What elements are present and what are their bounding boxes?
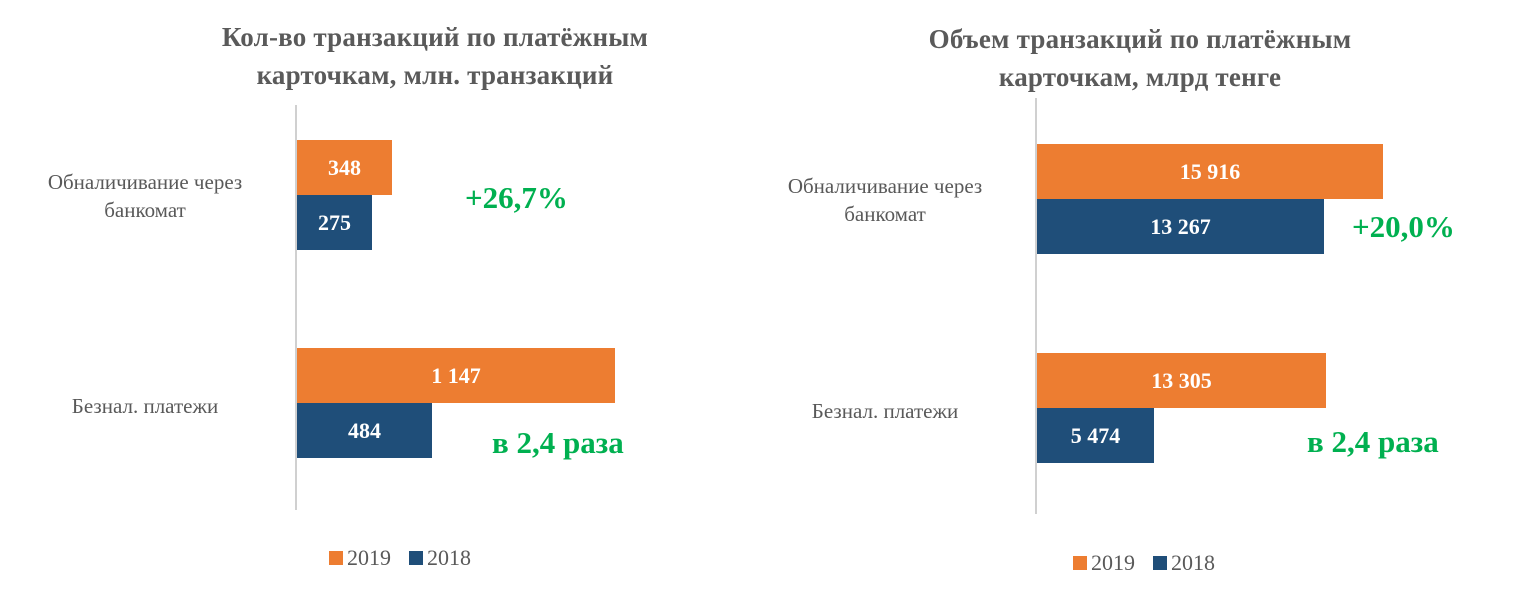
bar-2019-atm: 348 <box>297 140 392 195</box>
category-label-line: банкомат <box>844 202 926 226</box>
growth-annotation-cashless: в 2,4 раза <box>492 425 624 460</box>
bar-2018-cashless: 5 474 <box>1037 408 1154 463</box>
legend-label-2019: 2019 <box>347 545 391 570</box>
bar-2018-atm: 275 <box>297 195 372 250</box>
category-label-line: Обналичивание через <box>47 170 243 194</box>
growth-annotation-atm: +26,7% <box>465 180 568 215</box>
category-axis <box>1035 98 1037 514</box>
bar-2018-atm: 13 267 <box>1037 199 1324 254</box>
chart-title: Кол-во транзакций по платёжным карточкам… <box>150 18 720 94</box>
chart-transaction-volume: Объем транзакций по платёжным карточкам,… <box>740 0 1515 604</box>
bar-value: 5 474 <box>1070 422 1121 448</box>
chart-transaction-count: Кол-во транзакций по платёжным карточкам… <box>0 0 740 604</box>
bar-value: 484 <box>348 417 381 443</box>
title-line-2: карточкам, млрд тенге <box>998 62 1282 92</box>
growth-annotation-cashless: в 2,4 раза <box>1307 424 1439 459</box>
legend: 2019 2018 <box>329 545 471 571</box>
legend-label-2019: 2019 <box>1091 550 1135 575</box>
category-label-cashless: Безнал. платежи <box>750 397 1020 425</box>
bar-value: 348 <box>328 154 361 180</box>
category-label-line: банкомат <box>104 198 186 222</box>
category-label-line: Обналичивание через <box>787 174 983 198</box>
legend-label-2018: 2018 <box>427 545 471 570</box>
bar-2019-atm: 15 916 <box>1037 144 1383 199</box>
title-line-2: карточкам, млн. транзакций <box>256 60 614 90</box>
bar-2018-cashless: 484 <box>297 403 432 458</box>
chart-title: Объем транзакций по платёжным карточкам,… <box>860 20 1420 96</box>
bar-2019-cashless: 13 305 <box>1037 353 1326 408</box>
category-label-cashless: Безнал. платежи <box>10 392 280 420</box>
bar-2019-cashless: 1 147 <box>297 348 615 403</box>
category-label-line: Безнал. платежи <box>71 394 219 418</box>
bar-value: 13 267 <box>1150 213 1211 239</box>
legend-swatch-2019 <box>1073 556 1087 570</box>
legend-swatch-2018 <box>409 551 423 565</box>
legend: 2019 2018 <box>1073 550 1215 576</box>
category-label-atm: Обналичивание через банкомат <box>750 172 1020 228</box>
bar-value: 13 305 <box>1151 367 1212 393</box>
bar-value: 15 916 <box>1179 158 1241 184</box>
bar-value: 275 <box>318 209 351 235</box>
category-axis <box>295 105 297 510</box>
bar-value: 1 147 <box>431 362 481 388</box>
category-label-line: Безнал. платежи <box>811 399 959 423</box>
title-line-1: Кол-во транзакций по платёжным <box>221 22 649 52</box>
legend-swatch-2018 <box>1153 556 1167 570</box>
title-line-1: Объем транзакций по платёжным <box>928 24 1352 54</box>
legend-swatch-2019 <box>329 551 343 565</box>
growth-annotation-atm: +20,0% <box>1352 209 1455 244</box>
category-label-atm: Обналичивание через банкомат <box>10 168 280 224</box>
legend-label-2018: 2018 <box>1171 550 1215 575</box>
